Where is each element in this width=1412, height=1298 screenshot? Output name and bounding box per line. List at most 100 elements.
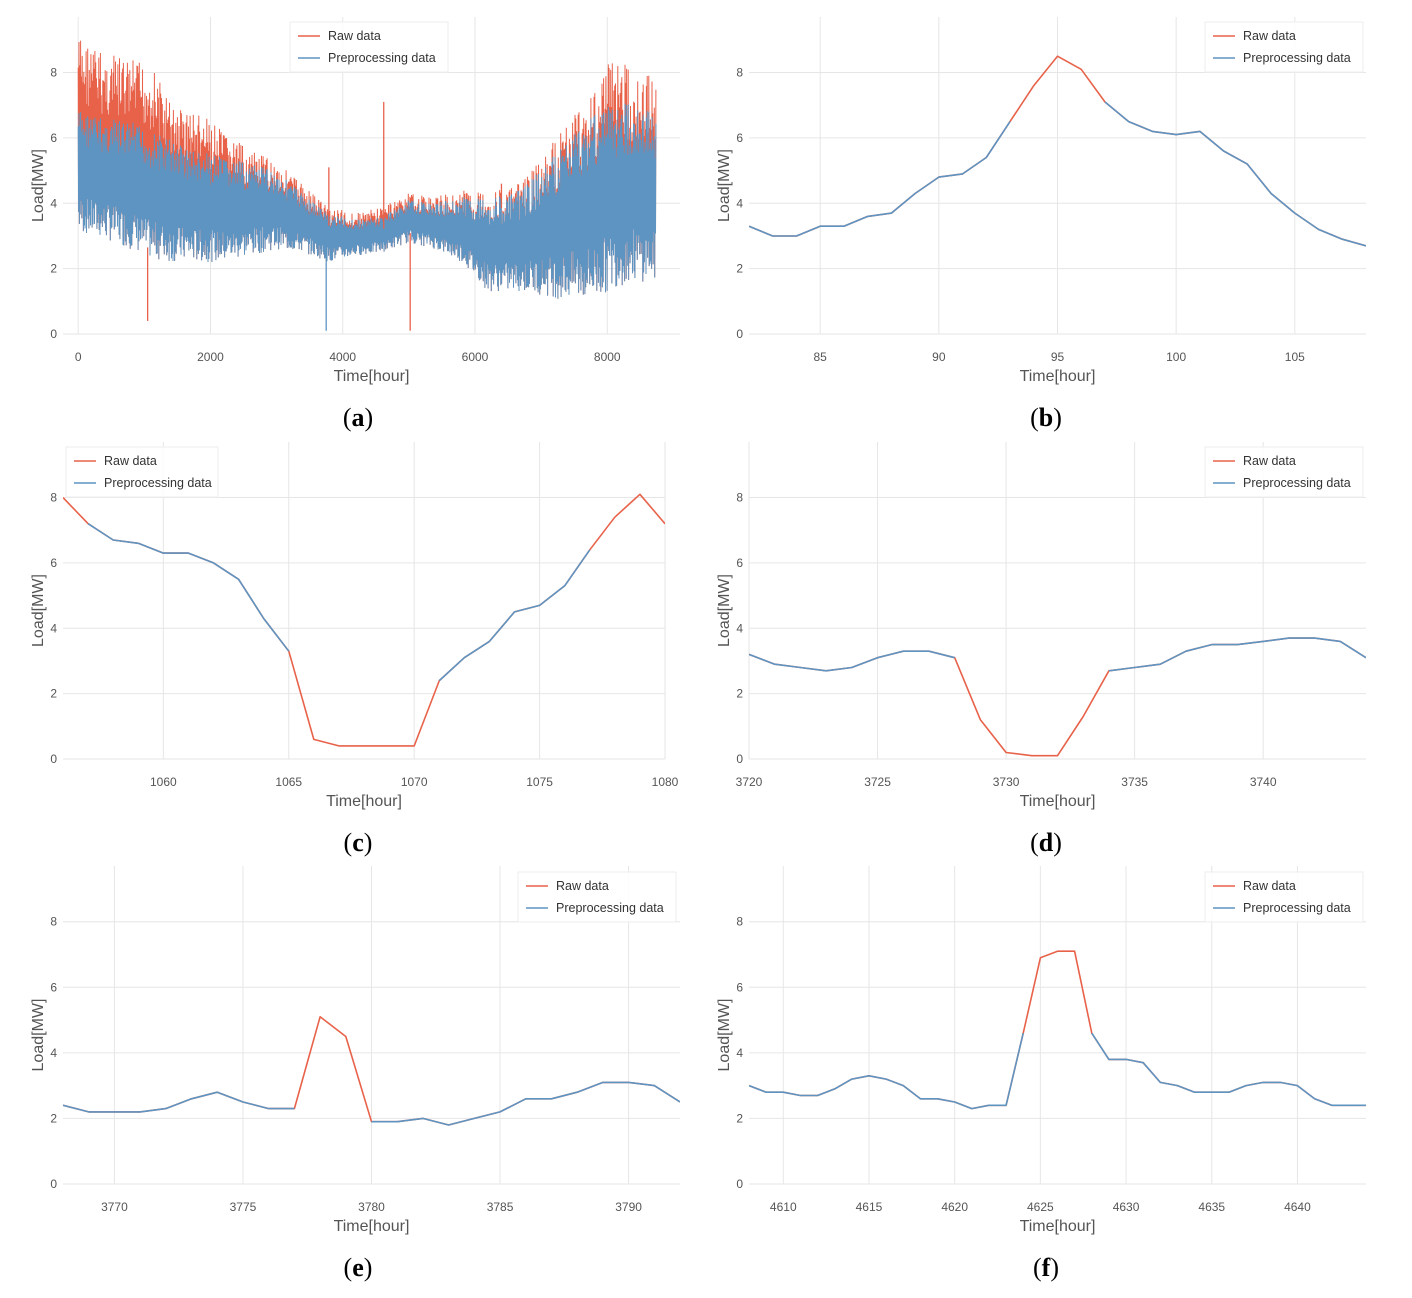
y-tick-label: 4 — [50, 621, 57, 635]
x-tick-label: 3775 — [230, 1200, 257, 1214]
caption-letter: a — [352, 403, 365, 432]
legend-label: Raw data — [556, 879, 609, 893]
y-tick-label: 2 — [50, 1111, 57, 1125]
y-axis-label: Load[MW] — [716, 999, 733, 1072]
legend-box — [65, 446, 219, 498]
legend-label: Raw data — [104, 454, 157, 468]
x-tick-label: 3780 — [358, 1200, 385, 1214]
x-tick-label: 4615 — [856, 1200, 883, 1214]
y-tick-label: 4 — [736, 621, 743, 635]
series-line-preprocessing-data — [77, 103, 657, 299]
y-tick-label: 0 — [50, 327, 57, 341]
panel-caption: (b) — [1030, 403, 1062, 432]
x-tick-label: 1070 — [401, 775, 428, 789]
x-tick-label: 1065 — [275, 775, 302, 789]
legend: Raw data Preprocessing data — [65, 446, 219, 498]
y-tick-label: 0 — [736, 327, 743, 341]
y-tick-label: 2 — [50, 262, 57, 276]
legend-box — [517, 871, 677, 923]
y-tick-label: 4 — [736, 196, 743, 210]
y-tick-label: 6 — [736, 131, 743, 145]
x-axis-label: Time[hour] — [1020, 1218, 1096, 1235]
x-tick-label: 3720 — [736, 775, 763, 789]
x-tick-label: 1080 — [652, 775, 679, 789]
x-tick-label: 4610 — [770, 1200, 797, 1214]
x-tick-label: 3770 — [101, 1200, 128, 1214]
y-tick-label: 0 — [736, 1177, 743, 1191]
panel-caption: (c) — [344, 828, 373, 857]
panel-a: 0 2 4 6 8 0 2000 4000 6000 8000 Time[hour] Load[MW]… — [30, 17, 680, 432]
panel-caption: (f) — [1033, 1253, 1059, 1282]
y-tick-label: 2 — [736, 1111, 743, 1125]
series-line-raw-data — [63, 493, 665, 747]
legend-label: Raw data — [328, 29, 381, 43]
legend: Raw data Preprocessing data — [289, 21, 449, 73]
x-tick-label: 100 — [1166, 350, 1186, 364]
legend: Raw data Preprocessing data — [1204, 446, 1364, 498]
caption-letter: c — [352, 828, 364, 857]
x-tick-label: 2000 — [197, 350, 224, 364]
y-tick-label: 0 — [50, 752, 57, 766]
panel-e: 0 2 4 6 8 3770 3775 3780 3785 3790 Time[hour] Load[… — [30, 866, 680, 1282]
y-tick-label: 8 — [50, 915, 57, 929]
y-tick-label: 8 — [50, 66, 57, 80]
x-tick-label: 1060 — [150, 775, 177, 789]
caption-letter: d — [1039, 828, 1054, 857]
y-tick-label: 4 — [736, 1046, 743, 1060]
plot-area — [749, 55, 1366, 247]
legend-box — [289, 21, 449, 73]
y-tick-label: 8 — [736, 915, 743, 929]
legend: Raw data Preprocessing data — [1204, 21, 1364, 73]
legend-label: Preprocessing data — [556, 901, 664, 915]
panel-b: 0 2 4 6 8 85 90 95 100 105 Time[hour] Load[MW] Raw d… — [716, 17, 1366, 432]
y-tick-label: 6 — [50, 980, 57, 994]
panel-caption: (e) — [344, 1253, 373, 1282]
legend-label: Raw data — [1243, 29, 1296, 43]
legend-label: Preprocessing data — [328, 51, 436, 65]
plot-area — [77, 40, 657, 331]
y-axis-label: Load[MW] — [716, 149, 733, 222]
y-tick-label: 4 — [50, 1046, 57, 1060]
y-axis-label: Load[MW] — [716, 574, 733, 647]
series-line-preprocessing-data — [749, 101, 1366, 247]
x-tick-label: 4630 — [1113, 1200, 1140, 1214]
x-tick-label: 95 — [1051, 350, 1065, 364]
x-tick-label: 4640 — [1284, 1200, 1311, 1214]
legend-box — [1204, 446, 1364, 498]
x-tick-label: 1075 — [526, 775, 553, 789]
series-line-preprocessing-data — [749, 1032, 1366, 1110]
legend-label: Preprocessing data — [1243, 51, 1351, 65]
y-tick-label: 2 — [50, 687, 57, 701]
series-line-preprocessing-data — [87, 523, 591, 682]
x-tick-label: 3735 — [1121, 775, 1148, 789]
y-tick-label: 0 — [50, 1177, 57, 1191]
caption-letter: e — [352, 1253, 364, 1282]
x-tick-label: 3725 — [864, 775, 891, 789]
legend-label: Preprocessing data — [104, 476, 212, 490]
plot-area — [749, 950, 1366, 1110]
legend: Raw data Preprocessing data — [517, 871, 677, 923]
plot-area — [749, 637, 1366, 757]
y-tick-label: 8 — [736, 66, 743, 80]
y-tick-label: 6 — [736, 556, 743, 570]
y-tick-label: 6 — [50, 131, 57, 145]
gridlines — [63, 442, 666, 760]
y-tick-label: 2 — [736, 262, 743, 276]
y-tick-label: 2 — [736, 687, 743, 701]
legend: Raw data Preprocessing data — [1204, 871, 1364, 923]
x-tick-label: 4000 — [329, 350, 356, 364]
y-tick-label: 0 — [736, 752, 743, 766]
y-axis-label: Load[MW] — [30, 149, 47, 222]
x-tick-label: 105 — [1285, 350, 1305, 364]
x-tick-label: 3740 — [1250, 775, 1277, 789]
legend-label: Raw data — [1243, 879, 1296, 893]
plot-area — [63, 1016, 680, 1126]
caption-letter: b — [1039, 403, 1053, 432]
x-tick-label: 4635 — [1198, 1200, 1225, 1214]
x-axis-label: Time[hour] — [1020, 368, 1096, 385]
legend-box — [1204, 871, 1364, 923]
x-tick-label: 6000 — [462, 350, 489, 364]
x-tick-label: 90 — [932, 350, 946, 364]
y-tick-label: 6 — [50, 556, 57, 570]
